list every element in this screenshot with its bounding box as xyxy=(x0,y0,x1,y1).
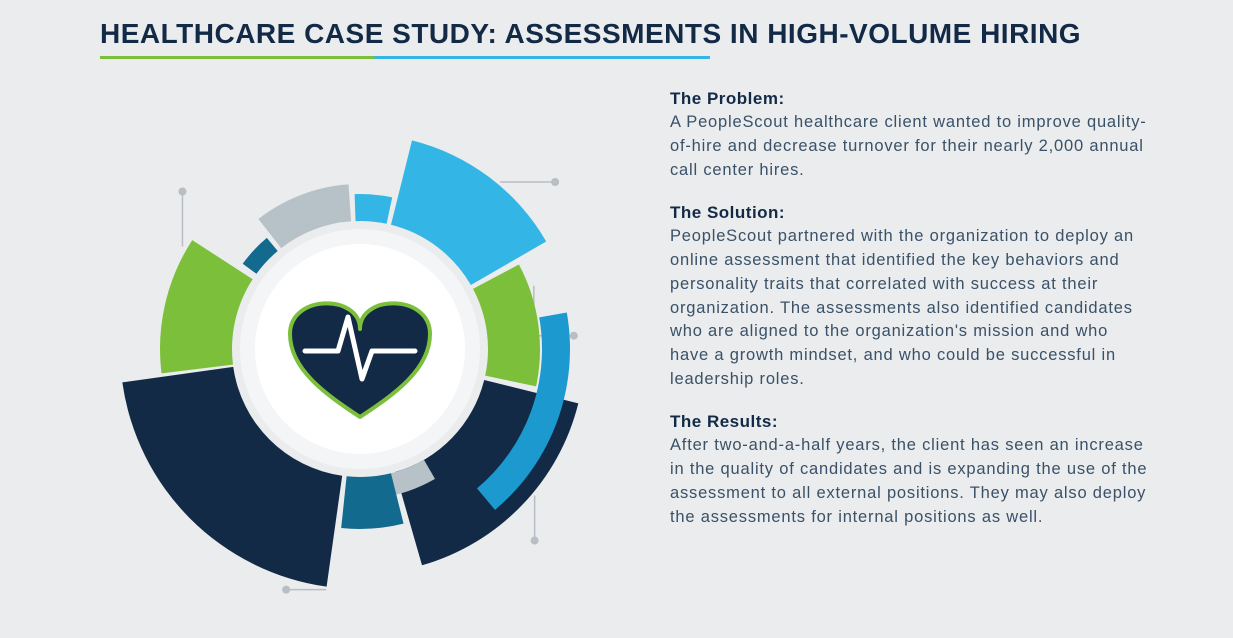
healthcare-graphic xyxy=(100,89,620,609)
section-heading-problem: The Problem: xyxy=(670,89,1150,109)
page-title: HEALTHCARE CASE STUDY: ASSESSMENTS IN HI… xyxy=(100,18,1173,56)
radial-chart-svg xyxy=(100,89,620,609)
section-results: The Results: After two-and-a-half years,… xyxy=(670,412,1150,530)
section-problem: The Problem: A PeopleScout healthcare cl… xyxy=(670,89,1150,183)
section-body-solution: PeopleScout partnered with the organizat… xyxy=(670,225,1150,392)
section-heading-solution: The Solution: xyxy=(670,203,1150,223)
section-heading-results: The Results: xyxy=(670,412,1150,432)
section-body-problem: A PeopleScout healthcare client wanted t… xyxy=(670,111,1150,183)
title-underline xyxy=(100,56,710,59)
content-row: The Problem: A PeopleScout healthcare cl… xyxy=(100,89,1173,609)
section-body-results: After two-and-a-half years, the client h… xyxy=(670,434,1150,530)
text-column: The Problem: A PeopleScout healthcare cl… xyxy=(670,89,1173,609)
section-solution: The Solution: PeopleScout partnered with… xyxy=(670,203,1150,392)
